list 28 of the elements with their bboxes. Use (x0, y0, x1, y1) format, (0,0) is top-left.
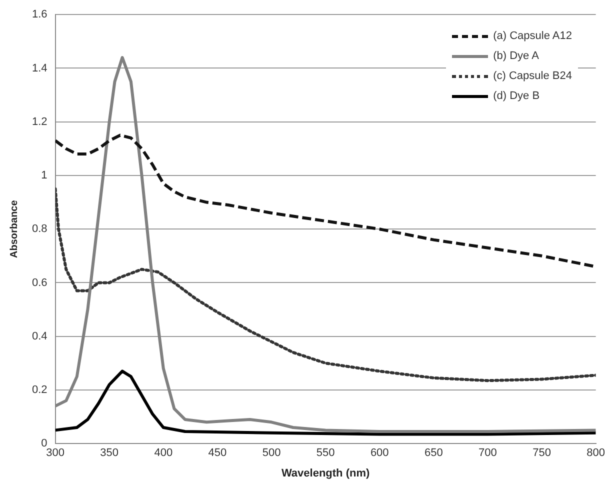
y-tick-label: 1.6 (32, 8, 48, 21)
y-tick-label: 1.2 (32, 116, 48, 128)
x-tick-label: 600 (370, 447, 389, 460)
x-axis-title: Wavelength (nm) (281, 467, 370, 480)
y-tick-label: 0.4 (32, 330, 48, 342)
legend-label: (b) Dye A (493, 50, 539, 62)
y-axis-title: Absorbance (8, 200, 20, 258)
line-series (55, 187, 596, 382)
legend-label: (c) Capsule B24 (493, 70, 572, 82)
line-series (55, 134, 596, 268)
x-tick-label: 300 (46, 447, 64, 460)
y-tick-label: 0.2 (32, 384, 48, 396)
x-tick-label: 500 (262, 447, 281, 460)
x-tick-label: 650 (424, 447, 443, 460)
x-tick-label: 800 (586, 447, 606, 460)
legend-label: (a) Capsule A12 (493, 30, 572, 42)
y-tick-label: 0 (41, 438, 48, 450)
x-tick-label: 450 (208, 447, 227, 460)
x-tick-label: 750 (532, 447, 551, 460)
x-tick-label: 350 (100, 447, 119, 460)
x-tick-label: 400 (154, 447, 173, 460)
y-tick-label: 0.8 (32, 223, 48, 236)
legend-label: (d) Dye B (493, 90, 540, 102)
y-tick-label: 1 (41, 170, 48, 182)
y-tick-label: 0.6 (32, 276, 48, 289)
x-tick-label: 700 (478, 447, 497, 460)
y-tick-label: 1.4 (32, 62, 48, 74)
x-tick-label: 550 (316, 447, 335, 460)
